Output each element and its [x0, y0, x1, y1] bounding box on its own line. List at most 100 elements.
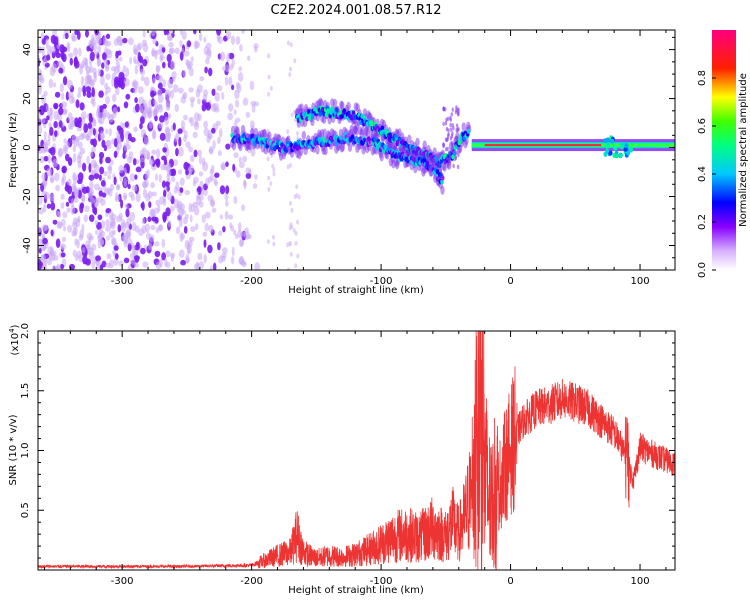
branch-core	[466, 128, 471, 134]
noise-speckle	[84, 57, 88, 67]
noise-speckle	[135, 166, 142, 173]
noise-speckle	[238, 257, 245, 265]
noise-speckle	[233, 229, 237, 236]
noise-speckle	[229, 64, 234, 71]
x-tick-label: -200	[240, 576, 263, 587]
noise-speckle	[170, 30, 175, 34]
branch-halo	[379, 152, 384, 162]
noise-speckle	[175, 147, 179, 157]
noise-speckle	[247, 55, 251, 62]
noise-speckle	[98, 90, 104, 98]
noise-speckle	[113, 245, 119, 251]
branch-halo	[455, 107, 458, 113]
noise-speckle	[193, 40, 199, 50]
noise-speckle	[230, 256, 235, 265]
noise-speckle	[116, 184, 120, 191]
noise-speckle	[43, 191, 50, 200]
noise-speckle	[179, 51, 184, 61]
noise-speckle	[100, 180, 106, 187]
noise-speckle	[66, 178, 72, 186]
noise-speckle	[39, 105, 45, 116]
colorbar-tick-label: 0.8	[697, 70, 708, 86]
noise-speckle	[197, 252, 203, 261]
colorbar-ticks: 0.0 0.2 0.4 0.6 0.8	[697, 70, 716, 278]
noise-speckle	[266, 239, 270, 245]
noise-speckle	[134, 64, 138, 75]
noise-speckle	[53, 82, 57, 88]
noise-speckle	[154, 241, 160, 247]
noise-speckle	[272, 167, 276, 173]
noise-speckle	[111, 238, 116, 246]
noise-speckle	[45, 38, 49, 47]
branch-core	[440, 175, 445, 181]
noise-speckle	[294, 240, 298, 246]
noise-speckle	[111, 77, 115, 87]
noise-speckle	[139, 149, 145, 157]
noise-speckle	[65, 201, 70, 207]
noise-speckle	[180, 209, 186, 215]
noise-speckle	[117, 77, 124, 88]
colorbar-gradient	[712, 30, 736, 270]
noise-speckle	[167, 78, 173, 89]
branch-halo	[442, 162, 447, 172]
noise-speckle	[79, 102, 85, 111]
noise-speckle	[170, 175, 176, 182]
noise-speckle	[233, 195, 238, 205]
noise-speckle	[226, 30, 232, 40]
noise-speckle	[207, 133, 213, 140]
noise-speckle	[96, 109, 100, 119]
noise-speckle	[144, 76, 150, 87]
noise-speckle	[140, 129, 147, 139]
noise-speckle	[155, 65, 161, 72]
noise-speckle	[156, 75, 162, 81]
noise-speckle	[76, 155, 82, 164]
branch-core	[373, 136, 377, 143]
noise-speckle	[211, 88, 216, 97]
noise-speckle	[147, 191, 153, 199]
noise-speckle	[91, 243, 97, 251]
noise-speckle	[152, 77, 156, 85]
noise-speckle	[122, 37, 128, 44]
noise-speckle	[288, 241, 292, 247]
noise-speckle	[50, 174, 55, 184]
noise-speckle	[91, 260, 96, 270]
branch-core	[435, 169, 440, 175]
noise-speckle	[142, 188, 148, 199]
carrier-halo	[610, 138, 615, 144]
noise-speckle	[218, 230, 223, 236]
noise-speckle	[159, 132, 166, 141]
noise-speckle	[157, 204, 161, 212]
noise-speckle	[202, 161, 209, 172]
noise-speckle	[290, 112, 294, 118]
noise-speckle	[235, 117, 241, 123]
noise-speckle	[148, 234, 155, 243]
noise-speckle	[207, 47, 212, 56]
noise-speckle	[98, 174, 102, 181]
y-tick-label: 0.5	[20, 502, 31, 518]
noise-speckle	[204, 211, 211, 219]
noise-speckle	[167, 35, 173, 41]
noise-speckle	[74, 30, 79, 35]
noise-speckle	[105, 219, 110, 227]
noise-speckle	[97, 58, 101, 67]
branch-halo	[346, 101, 351, 111]
noise-speckle	[118, 260, 124, 267]
noise-speckle	[49, 126, 54, 136]
noise-speckle	[254, 262, 260, 270]
noise-speckle	[245, 111, 251, 118]
noise-speckle	[141, 181, 148, 188]
branch-halo	[454, 155, 457, 161]
snr-plot-area	[38, 331, 675, 570]
noise-speckle	[105, 96, 110, 105]
noise-speckle	[97, 44, 101, 54]
noise-speckle	[289, 200, 292, 206]
noise-speckle	[159, 196, 165, 206]
noise-speckle	[211, 207, 217, 213]
noise-speckle	[164, 257, 168, 268]
branch-halo	[455, 123, 459, 128]
noise-speckle	[177, 87, 184, 94]
chart-title: C2E2.2024.001.08.57.R12	[270, 3, 441, 18]
noise-speckle	[88, 214, 95, 222]
noise-speckle	[41, 242, 47, 252]
noise-speckle	[134, 256, 140, 263]
